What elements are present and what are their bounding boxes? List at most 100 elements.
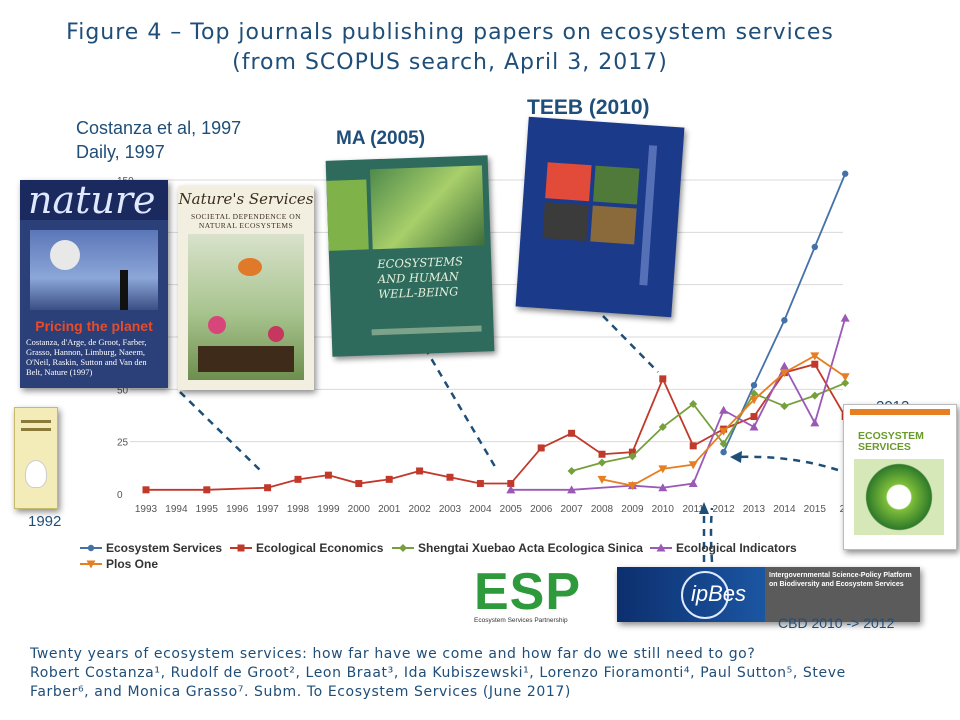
data-point	[294, 475, 302, 483]
data-point	[749, 396, 759, 405]
data-point	[719, 405, 729, 414]
data-point	[720, 448, 727, 456]
data-point	[385, 475, 393, 483]
data-point	[750, 413, 758, 421]
legend-item: Ecosystem Services	[80, 541, 222, 555]
legend-swatch	[392, 544, 414, 552]
cbd-label: CBD 2010 -> 2012	[778, 615, 895, 631]
legend-swatch	[650, 543, 672, 552]
x-tick-label: 2008	[591, 504, 614, 515]
data-point	[750, 389, 758, 398]
legend-label: Ecological Economics	[256, 541, 384, 555]
data-point	[779, 361, 789, 370]
series-line	[510, 317, 847, 491]
teeb-label: TEEB (2010)	[527, 96, 650, 119]
data-point	[598, 450, 606, 458]
ecosystem-services-journal-cover-image: ECOSYSTEM SERVICES	[843, 404, 957, 550]
ipbes-banner-image: ipBes Intergovernmental Science-Policy P…	[617, 567, 920, 622]
legend-label: Shengtai Xuebao Acta Ecologica Sinica	[418, 541, 643, 555]
x-tick-label: 2010	[652, 504, 675, 515]
series-line	[601, 354, 846, 487]
data-point	[840, 373, 850, 382]
data-point	[688, 479, 698, 488]
data-point	[628, 452, 637, 461]
arrowhead-esp	[699, 502, 709, 514]
data-point	[688, 461, 698, 470]
x-tick-label: 2000	[348, 504, 371, 515]
legend-item: Plos One	[80, 557, 158, 571]
footer-citation: Twenty years of ecosystem services: how …	[30, 645, 950, 702]
costanza-line-2: Daily, 1997	[76, 142, 165, 162]
data-point	[203, 486, 211, 494]
legend-item: Ecological Economics	[230, 541, 383, 555]
x-tick-label: 2004	[469, 504, 492, 515]
data-point	[781, 317, 788, 324]
ma-cover-image: Ecosystems and Human Well-being	[325, 155, 495, 357]
data-point	[841, 379, 850, 388]
ma-label: MA (2005)	[336, 128, 426, 149]
data-point	[810, 352, 820, 361]
x-tick-label: 2012	[712, 504, 735, 515]
x-tick-label: 2011	[682, 504, 704, 515]
x-tick-label: 2005	[500, 504, 523, 515]
data-point	[779, 369, 789, 378]
legend-marker	[86, 560, 96, 569]
arrow-ipbes	[709, 507, 714, 563]
data-point	[416, 467, 424, 475]
data-point	[627, 482, 637, 491]
series-ecosystem-services	[720, 170, 849, 456]
data-point	[811, 360, 819, 368]
arrow-teeb	[602, 315, 659, 373]
data-point	[506, 485, 516, 494]
y-tick-label: 50	[117, 385, 129, 396]
x-tick-label: 1994	[165, 504, 188, 515]
data-point	[780, 402, 789, 411]
x-tick-label: 1995	[196, 504, 219, 515]
data-point	[324, 471, 332, 479]
data-point	[749, 422, 759, 431]
data-point	[446, 473, 454, 481]
legend-marker	[399, 544, 407, 552]
x-tick-label: 2014	[773, 504, 796, 515]
data-point	[810, 391, 819, 400]
natserv-title: Nature's Services	[178, 190, 314, 208]
data-point	[659, 375, 667, 383]
slide-title: Figure 4 – Top journals publishing paper…	[0, 18, 900, 78]
data-point	[537, 444, 545, 452]
footer-line-1: Twenty years of ecosystem services: how …	[30, 646, 756, 662]
x-tick-label: 1998	[287, 504, 310, 515]
x-tick-label: 2007	[560, 504, 583, 515]
data-point	[689, 442, 697, 450]
data-point	[598, 458, 606, 467]
arrow-es-journal	[735, 455, 839, 472]
arrowhead-es	[730, 451, 742, 463]
legend-item: Shengtai Xuebao Acta Ecologica Sinica	[392, 541, 643, 555]
series-plos-one	[597, 352, 850, 491]
ma-cover-title: Ecosystems and Human Well-being	[377, 254, 464, 302]
legend-label: Plos One	[106, 557, 159, 571]
x-tick-label: 2002	[408, 504, 431, 515]
legend-item: Ecological Indicators	[650, 541, 797, 555]
data-point	[658, 423, 667, 432]
book-1992-cover-image	[14, 407, 58, 509]
data-point	[628, 448, 636, 456]
series-line	[722, 173, 847, 453]
data-point	[568, 429, 576, 437]
data-point	[719, 439, 728, 448]
natserv-subtitle: Societal Dependence on Natural Ecosystem…	[190, 212, 302, 230]
x-tick-label: 2013	[743, 504, 766, 515]
legend-swatch	[230, 544, 252, 552]
legend-label: Ecosystem Services	[106, 541, 223, 555]
x-tick-label: 1999	[317, 504, 340, 515]
data-point	[476, 480, 484, 488]
x-tick-label: 1997	[256, 504, 279, 515]
data-point	[264, 484, 272, 492]
arrow-costanza	[179, 391, 263, 473]
data-point	[597, 475, 607, 484]
teeb-cover-image	[515, 116, 685, 318]
ipbes-caption: Intergovernmental Science-Policy Platfor…	[769, 572, 912, 588]
legend-swatch	[80, 560, 102, 569]
nature-cover-image: nature Pricing the planet Costanza, d'Ar…	[20, 180, 168, 388]
esp-logo-image: ESP Ecosystem Services Partnership	[474, 566, 594, 625]
x-tick-label: 2009	[621, 504, 644, 515]
